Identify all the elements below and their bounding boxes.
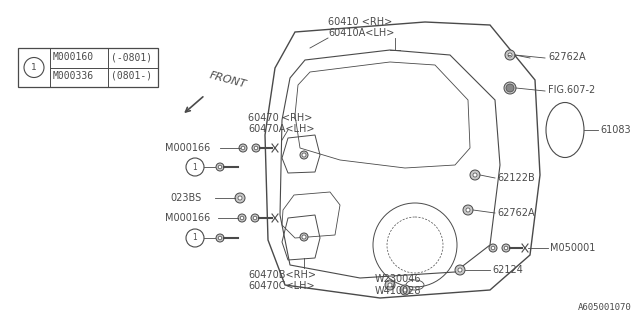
Text: 60410 <RH>: 60410 <RH> <box>328 17 392 27</box>
Bar <box>18 48 158 87</box>
Text: 60470A<LH>: 60470A<LH> <box>248 124 314 134</box>
Circle shape <box>235 193 245 203</box>
Circle shape <box>458 268 462 272</box>
Text: 61083: 61083 <box>600 125 630 135</box>
Text: 62124: 62124 <box>492 265 523 275</box>
Text: 60470 <RH>: 60470 <RH> <box>248 113 312 123</box>
Text: W410028: W410028 <box>375 286 422 296</box>
Text: M000336: M000336 <box>53 71 94 81</box>
Circle shape <box>241 146 245 150</box>
Circle shape <box>504 82 516 94</box>
Circle shape <box>251 214 259 222</box>
Circle shape <box>240 216 244 220</box>
Text: 60410A<LH>: 60410A<LH> <box>328 28 394 38</box>
Circle shape <box>502 244 510 252</box>
Text: 62762A: 62762A <box>548 52 586 62</box>
Circle shape <box>455 265 465 275</box>
Text: M000160: M000160 <box>53 52 94 62</box>
Circle shape <box>505 50 515 60</box>
Text: M000166: M000166 <box>165 143 211 153</box>
Circle shape <box>216 234 224 242</box>
Circle shape <box>253 216 257 220</box>
Text: W230046: W230046 <box>375 274 422 284</box>
Text: 60470C<LH>: 60470C<LH> <box>248 281 315 291</box>
Circle shape <box>403 288 407 292</box>
Circle shape <box>239 144 247 152</box>
Text: 1: 1 <box>31 63 37 72</box>
Circle shape <box>470 170 480 180</box>
Circle shape <box>302 235 306 239</box>
Circle shape <box>489 244 497 252</box>
Circle shape <box>300 233 308 241</box>
Circle shape <box>252 144 260 152</box>
Circle shape <box>506 84 514 92</box>
Circle shape <box>466 208 470 212</box>
Text: (0801-): (0801-) <box>111 71 152 81</box>
Text: 023BS: 023BS <box>170 193 201 203</box>
Text: 62762A: 62762A <box>497 208 534 218</box>
Circle shape <box>238 196 242 200</box>
Circle shape <box>238 214 246 222</box>
Text: FRONT: FRONT <box>208 70 247 90</box>
Circle shape <box>400 285 410 295</box>
Text: 1: 1 <box>193 163 197 172</box>
Text: FIG.607-2: FIG.607-2 <box>548 85 595 95</box>
Circle shape <box>507 85 513 91</box>
Circle shape <box>216 163 224 171</box>
Text: M000166: M000166 <box>165 213 211 223</box>
Circle shape <box>463 205 473 215</box>
Text: A605001070: A605001070 <box>579 303 632 312</box>
Text: 60470B<RH>: 60470B<RH> <box>248 270 316 280</box>
Circle shape <box>302 153 306 157</box>
Circle shape <box>388 283 392 287</box>
Circle shape <box>504 246 508 250</box>
Circle shape <box>385 280 395 290</box>
Text: 62122B: 62122B <box>497 173 535 183</box>
Circle shape <box>300 151 308 159</box>
Circle shape <box>508 53 512 57</box>
Circle shape <box>473 173 477 177</box>
Circle shape <box>492 246 495 250</box>
Text: 1: 1 <box>193 234 197 243</box>
Circle shape <box>218 165 222 169</box>
Text: (-0801): (-0801) <box>111 52 152 62</box>
Circle shape <box>254 146 258 150</box>
Text: M050001: M050001 <box>550 243 595 253</box>
Circle shape <box>218 236 222 240</box>
